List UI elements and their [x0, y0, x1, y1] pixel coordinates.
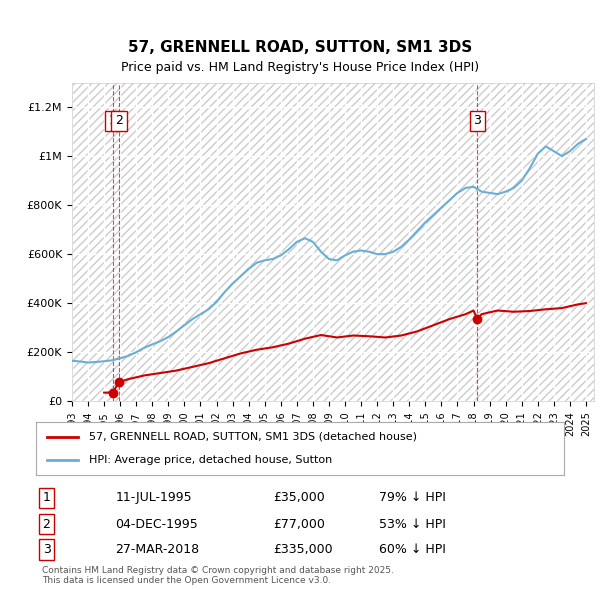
Text: 79% ↓ HPI: 79% ↓ HPI: [379, 491, 446, 504]
Text: 3: 3: [473, 114, 481, 127]
Text: 1: 1: [109, 114, 116, 127]
Text: 3: 3: [43, 543, 50, 556]
FancyBboxPatch shape: [72, 83, 594, 401]
Text: £335,000: £335,000: [274, 543, 333, 556]
Text: 04-DEC-1995: 04-DEC-1995: [115, 517, 198, 530]
Text: HPI: Average price, detached house, Sutton: HPI: Average price, detached house, Sutt…: [89, 455, 332, 465]
Text: 1: 1: [43, 491, 50, 504]
Text: 2: 2: [43, 517, 50, 530]
Text: 57, GRENNELL ROAD, SUTTON, SM1 3DS: 57, GRENNELL ROAD, SUTTON, SM1 3DS: [128, 40, 472, 55]
Text: 27-MAR-2018: 27-MAR-2018: [115, 543, 199, 556]
Text: Price paid vs. HM Land Registry's House Price Index (HPI): Price paid vs. HM Land Registry's House …: [121, 61, 479, 74]
Text: 2: 2: [115, 114, 123, 127]
Text: £35,000: £35,000: [274, 491, 325, 504]
Text: 53% ↓ HPI: 53% ↓ HPI: [379, 517, 446, 530]
Text: Contains HM Land Registry data © Crown copyright and database right 2025.
This d: Contains HM Land Registry data © Crown c…: [42, 566, 394, 585]
Text: 60% ↓ HPI: 60% ↓ HPI: [379, 543, 446, 556]
Text: £77,000: £77,000: [274, 517, 325, 530]
Text: 11-JUL-1995: 11-JUL-1995: [115, 491, 192, 504]
Text: 57, GRENNELL ROAD, SUTTON, SM1 3DS (detached house): 57, GRENNELL ROAD, SUTTON, SM1 3DS (deta…: [89, 432, 417, 442]
